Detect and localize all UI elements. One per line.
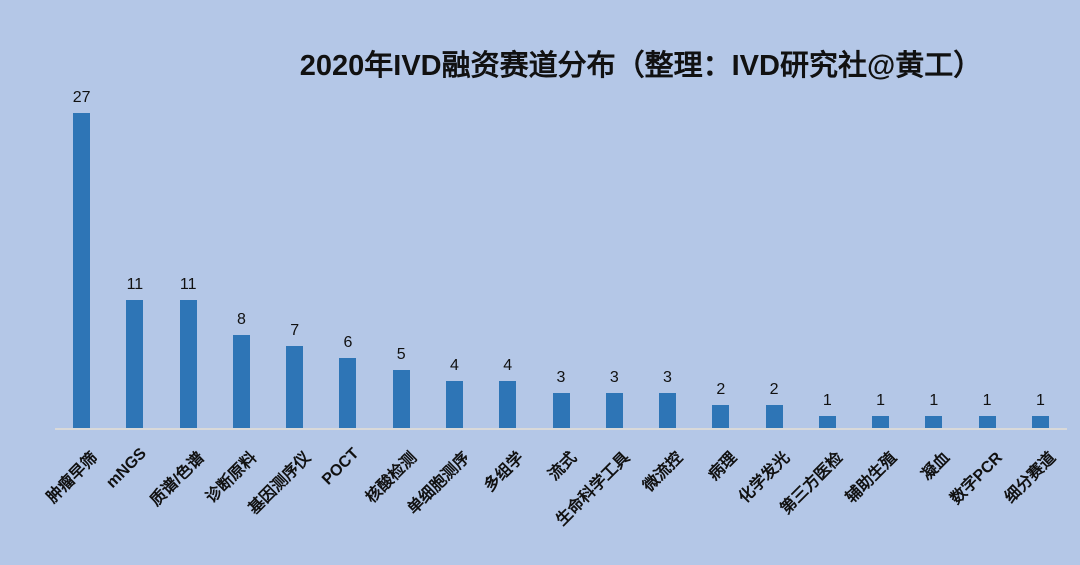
bar	[872, 416, 890, 428]
bar	[446, 381, 463, 428]
bar-value-label: 1	[929, 392, 939, 409]
bar-value-label: 7	[290, 322, 300, 339]
bar-value-label: 8	[236, 311, 246, 328]
category-label: 多组学	[480, 449, 527, 496]
bar-value-label: 2	[769, 381, 779, 398]
bar	[179, 300, 197, 428]
bar	[126, 300, 144, 428]
bar	[1031, 416, 1049, 428]
bar	[659, 393, 676, 428]
bar	[73, 113, 91, 428]
bar-value-label: 3	[556, 369, 566, 386]
bar-value-label: 1	[876, 392, 886, 409]
bar-value-label: 2	[716, 381, 726, 398]
category-label: 数字PCR	[947, 449, 1007, 508]
bar-value-label: 11	[179, 276, 197, 293]
bar-value-label: 1	[1035, 392, 1045, 409]
bar	[925, 416, 943, 428]
category-label: 微流控	[640, 449, 687, 496]
category-label: mNGS	[103, 445, 150, 492]
bar	[712, 405, 730, 428]
bar-value-label: 6	[343, 334, 353, 351]
bar-value-label: 1	[982, 392, 992, 409]
bar	[286, 346, 304, 428]
x-axis-line	[55, 428, 1067, 430]
bar	[232, 335, 250, 428]
category-label: 凝血	[918, 449, 954, 484]
bar-value-label: 5	[396, 346, 406, 363]
bar-value-label: 3	[663, 369, 672, 386]
bar-value-label: 3	[609, 369, 619, 386]
bar-value-label: 27	[72, 89, 91, 106]
bar	[552, 393, 570, 428]
category-label: 肿瘤早筛	[43, 449, 101, 507]
bar-value-label: 11	[126, 276, 144, 293]
bar-value-label: 1	[822, 392, 832, 409]
category-label: 流式	[545, 449, 581, 484]
bar	[818, 416, 836, 428]
bar	[392, 370, 410, 428]
category-label: POCT	[319, 445, 363, 489]
bar	[499, 381, 517, 428]
bar	[339, 358, 357, 428]
bar-value-label: 4	[450, 357, 459, 374]
category-label: 细分赛道	[1002, 449, 1060, 507]
chart-title: 2020年IVD融资赛道分布（整理：IVD研究社@黄工）	[299, 50, 983, 82]
bar	[765, 405, 783, 428]
bar-value-label: 4	[503, 357, 513, 374]
category-label: 辅助生殖	[842, 449, 900, 507]
category-label: 病理	[705, 449, 741, 484]
bar	[978, 416, 996, 428]
bar	[605, 393, 623, 428]
category-label: 质谱/色谱	[147, 449, 208, 510]
